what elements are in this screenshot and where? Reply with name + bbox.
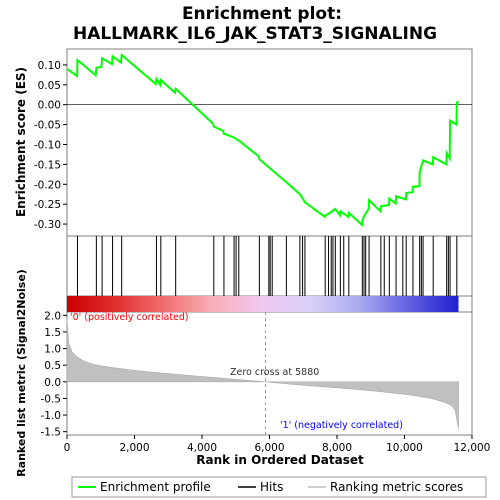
legend-label-profile: Enrichment profile (100, 480, 211, 494)
legend-label-metric: Ranking metric scores (330, 480, 463, 494)
x-tick-label: 8,000 (322, 442, 352, 454)
metric-y-tick-label: 0.5 (44, 360, 61, 372)
negative-correlated-label: '1' (negatively correlated) (280, 420, 403, 431)
metric-y-axis-label: Ranked list metric (Signal2Noise) (15, 269, 28, 477)
legend-box (71, 476, 487, 498)
es-y-tick-label: 0.05 (38, 80, 61, 92)
x-tick-label: 10,000 (386, 442, 423, 454)
chart-title-line1: Enrichment plot: (182, 4, 342, 24)
zero-cross-label: Zero cross at 5880 (230, 367, 319, 378)
es-y-tick-label: -0.30 (34, 219, 61, 231)
metric-y-tick-label: 1.0 (44, 344, 61, 356)
es-y-tick-label: -0.10 (34, 139, 61, 151)
x-axis-label: Rank in Ordered Dataset (196, 453, 364, 467)
metric-y-tick-label: 1.5 (44, 327, 61, 339)
es-y-tick-label: -0.25 (34, 199, 61, 211)
ranking-metric-area (66, 318, 459, 429)
ranked-colorbar (67, 296, 459, 312)
chart-title-line2: HALLMARK_IL6_JAK_STAT3_SIGNALING (73, 24, 437, 44)
metric-y-tick-label: 2.0 (44, 310, 61, 322)
es-panel (66, 48, 473, 237)
metric-y-tick-label: -0.5 (41, 393, 62, 405)
es-y-tick-label: -0.15 (34, 159, 61, 171)
x-tick-label: 6,000 (254, 442, 284, 454)
metric-y-tick-label: 0.0 (44, 377, 61, 389)
metric-y-tick-label: -1.5 (41, 427, 62, 439)
es-y-tick-label: 0.10 (38, 60, 61, 72)
x-tick-label: 12,000 (454, 442, 491, 454)
positive-correlated-label: '0' (positively correlated) (70, 312, 189, 323)
es-y-axis-label: Enrichment score (ES) (14, 67, 28, 217)
metric-y-tick-label: -1.0 (41, 410, 62, 422)
es-y-tick-label: -0.20 (34, 179, 61, 191)
x-tick-label: 4,000 (187, 442, 217, 454)
es-y-tick-label: -0.05 (34, 120, 61, 132)
hits-panel (66, 235, 473, 297)
x-tick-label: 0 (64, 442, 71, 454)
legend-label-hits: Hits (260, 480, 283, 494)
x-tick-label: 2,000 (119, 442, 149, 454)
es-y-tick-label: 0.00 (38, 100, 61, 112)
enrichment-profile-line (66, 52, 460, 228)
